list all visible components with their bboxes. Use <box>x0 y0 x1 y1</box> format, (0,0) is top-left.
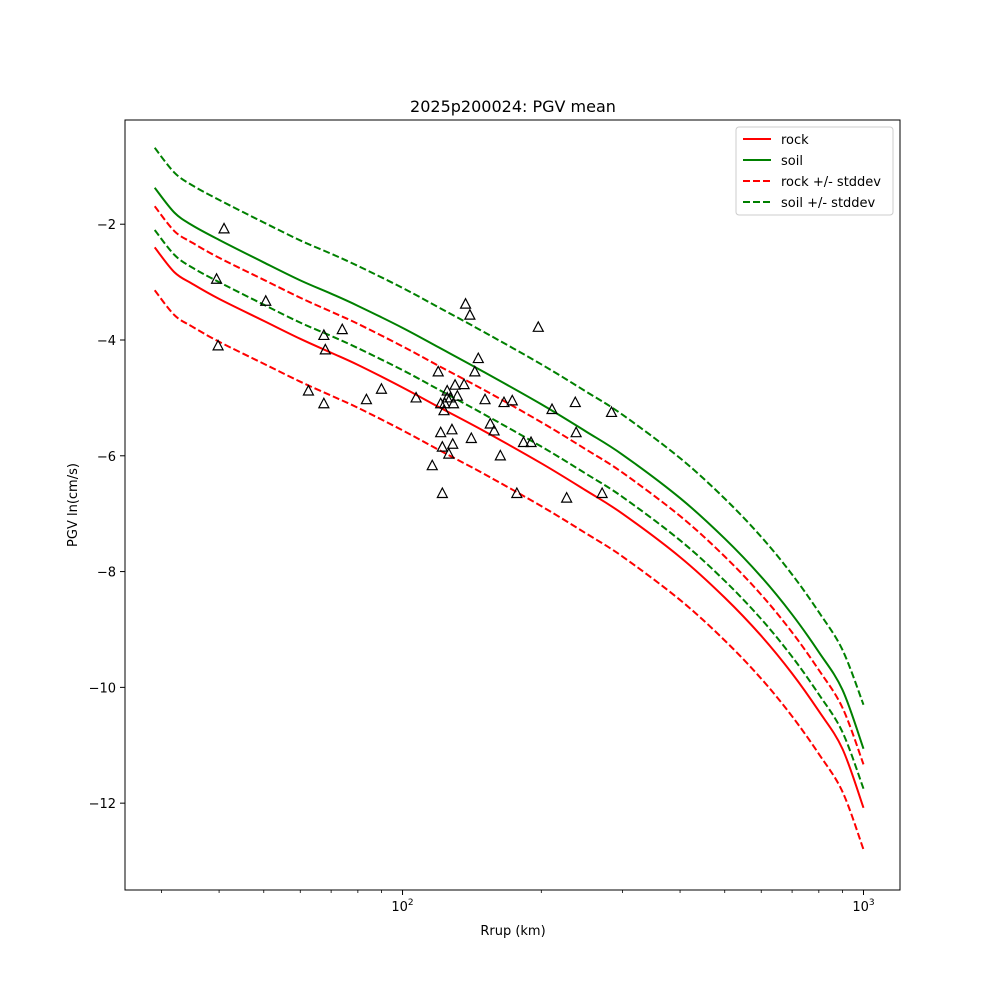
y-tick-label: −8 <box>97 566 116 581</box>
legend-label: soil +/- stddev <box>781 196 876 211</box>
y-axis-title: PGV ln(cm/s) <box>66 463 81 547</box>
series-line-1 <box>153 187 865 750</box>
observation-point <box>546 402 559 415</box>
observation-point <box>465 431 478 444</box>
legend-label: rock <box>781 133 809 148</box>
observation-point <box>449 378 462 390</box>
y-tick-label: −10 <box>89 681 116 696</box>
legend-label: soil <box>781 154 803 169</box>
observation-point <box>317 396 330 409</box>
observation-point <box>463 308 476 320</box>
observation-point <box>468 365 481 377</box>
observation-point <box>444 391 457 403</box>
series-line-0 <box>153 246 865 809</box>
observation-point <box>434 425 447 438</box>
observation-point <box>259 294 272 306</box>
observation-point <box>446 437 459 449</box>
observation-points <box>210 222 618 503</box>
observation-point <box>210 272 223 284</box>
observation-point <box>560 491 573 503</box>
observation-point <box>451 389 464 401</box>
observation-point <box>360 392 373 405</box>
observation-point <box>484 417 497 429</box>
chart-title: 2025p200024: PGV mean <box>410 97 616 116</box>
observation-point <box>445 423 458 435</box>
observation-point <box>442 447 455 459</box>
observation-point <box>605 405 618 418</box>
observation-point <box>410 391 423 403</box>
observation-point <box>437 403 450 416</box>
observation-point <box>472 351 485 364</box>
observation-point <box>525 435 538 448</box>
observation-point <box>517 435 530 448</box>
y-tick-label: −12 <box>89 797 116 812</box>
observation-point <box>426 458 439 471</box>
y-tick-label: −2 <box>97 218 116 233</box>
plot-frame <box>124 119 901 891</box>
observation-point <box>375 382 388 394</box>
series-line-4 <box>153 147 865 706</box>
series-layer <box>153 147 865 850</box>
x-axis-title: Rrup (km) <box>480 924 545 939</box>
observation-point <box>532 320 545 332</box>
observation-point <box>336 322 349 335</box>
legend: rock soil rock +/- stddev soil +/- stddev <box>735 126 894 216</box>
x-tick-label: 102 <box>391 898 413 915</box>
observation-point <box>436 440 449 452</box>
observation-point <box>459 297 472 309</box>
observation-point <box>438 396 451 409</box>
observation-point <box>432 365 445 377</box>
legend-box <box>735 126 894 216</box>
legend-label: rock +/- stddev <box>781 175 881 190</box>
series-line-5 <box>153 229 865 790</box>
x-axis: 102 103 <box>161 890 875 915</box>
observation-point <box>458 377 471 390</box>
x-tick-label: 103 <box>852 898 874 915</box>
y-axis: −12 −10 −8 −6 −4 −2 <box>89 218 125 812</box>
observation-point <box>479 392 492 405</box>
observation-point <box>317 328 330 341</box>
plot-background <box>125 120 900 890</box>
observation-point <box>570 425 583 438</box>
plot-area <box>124 119 901 891</box>
observation-point <box>319 343 332 355</box>
y-tick-label: −6 <box>97 450 116 465</box>
observation-point <box>218 222 231 234</box>
observation-point <box>510 486 523 499</box>
observation-point <box>569 395 582 408</box>
observation-point <box>447 396 460 409</box>
observation-point <box>596 486 609 499</box>
observation-point <box>302 384 315 396</box>
y-tick-label: −4 <box>97 334 116 349</box>
observation-point <box>441 384 454 396</box>
observation-point <box>436 486 449 499</box>
observation-point <box>212 339 225 351</box>
observation-point <box>488 424 501 436</box>
observation-point <box>494 449 507 461</box>
observation-point <box>506 394 519 406</box>
observation-point <box>497 395 510 408</box>
